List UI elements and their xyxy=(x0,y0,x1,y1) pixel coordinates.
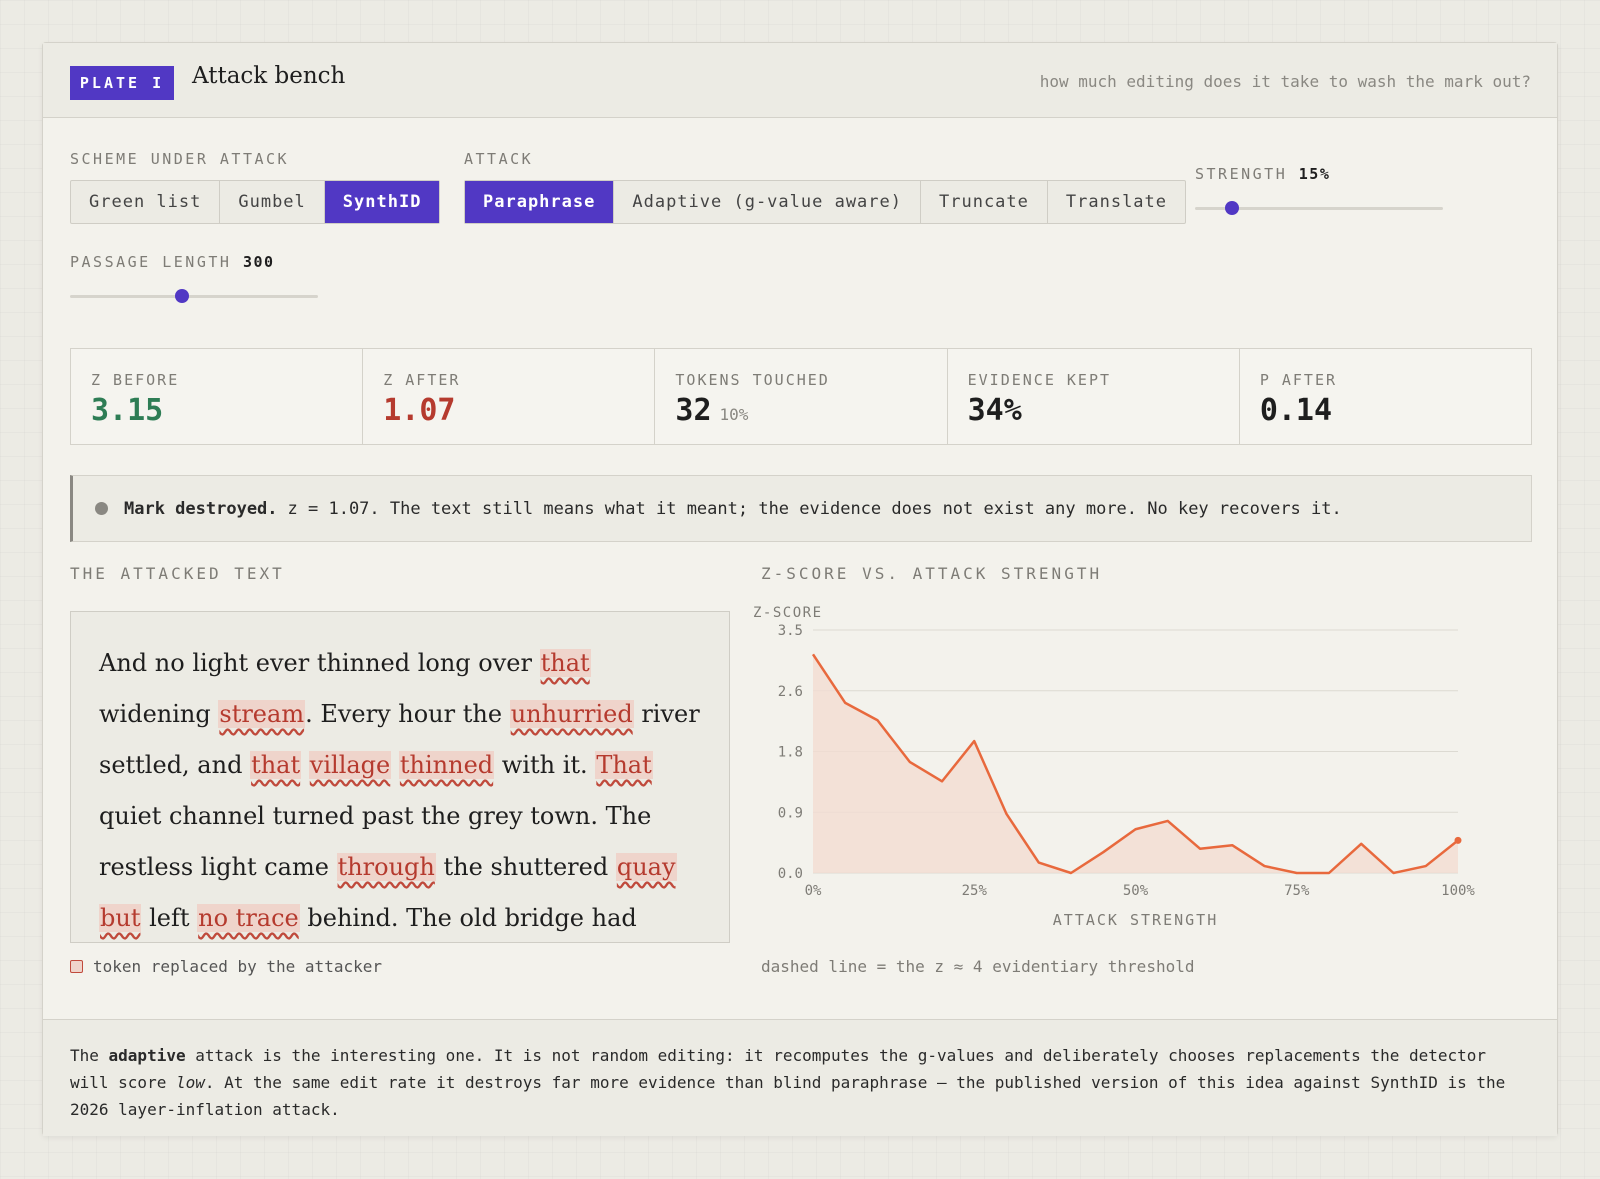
footer-note: The adaptive attack is the interesting o… xyxy=(43,1019,1557,1136)
replaced-token: through xyxy=(336,853,436,881)
text-run xyxy=(391,751,399,779)
replaced-token: that xyxy=(539,649,591,677)
scheme-option-green-list[interactable]: Green list xyxy=(71,181,221,223)
scheme-label: SCHEME UNDER ATTACK xyxy=(70,150,290,168)
stat-z-after: Z AFTER 1.07 xyxy=(363,349,656,444)
footer-italic: low xyxy=(175,1073,205,1092)
page-title: Attack bench xyxy=(192,63,346,89)
replaced-token: thinned xyxy=(398,751,495,779)
replaced-token: stream xyxy=(218,700,306,728)
data-point xyxy=(1454,836,1462,844)
stat-p-after: P AFTER 0.14 xyxy=(1240,349,1531,444)
attack-option-translate[interactable]: Translate xyxy=(1065,192,1168,212)
x-tick-label: 75% xyxy=(1284,883,1310,899)
y-tick-label: 3.5 xyxy=(778,623,803,639)
page-subtitle: how much editing does it take to wash th… xyxy=(1039,72,1531,91)
plate-header: PLATE I Attack bench how much editing do… xyxy=(43,43,1557,118)
stat-value: 0.14 xyxy=(1259,393,1333,428)
text-run: widening xyxy=(99,700,219,728)
y-tick-label: 0.9 xyxy=(778,805,803,821)
x-tick-label: 25% xyxy=(962,883,988,899)
stat-evidence-kept: EVIDENCE KEPT 34% xyxy=(948,349,1240,444)
stat-tokens-touched: TOKENS TOUCHED 32 10% xyxy=(655,349,948,444)
replaced-token: village xyxy=(308,751,392,779)
footer-text-1: The xyxy=(70,1046,109,1065)
attack-label: ATTACK xyxy=(464,150,534,168)
text-run: the shuttered xyxy=(435,853,616,881)
stat-value: 3.15 xyxy=(91,393,164,428)
replaced-token: unhurried xyxy=(509,700,634,728)
stat-label: Z BEFORE xyxy=(91,371,180,389)
text-run: . Every hour the xyxy=(305,700,510,728)
y-axis-label: Z-SCORE xyxy=(753,605,823,621)
text-run: river settled, and xyxy=(99,700,700,779)
text-legend: token replaced by the attacker xyxy=(70,957,382,976)
text-run xyxy=(301,751,309,779)
stat-value: 34% xyxy=(967,393,1022,428)
status-dot-icon xyxy=(95,502,108,515)
replaced-token: That xyxy=(595,751,653,779)
strength-slider-track[interactable] xyxy=(1195,207,1443,210)
attack-selector: Paraphrase Adaptive (g-value aware) Trunca… xyxy=(464,180,1187,224)
status-banner: Mark destroyed. z = 1.07. The text still… xyxy=(70,475,1532,542)
replaced-token: but xyxy=(99,904,142,932)
x-tick-label: 0% xyxy=(805,883,822,899)
stat-label: TOKENS TOUCHED xyxy=(675,371,830,389)
series-line xyxy=(811,653,1459,875)
footer-bold: adaptive xyxy=(108,1046,186,1065)
attack-option-paraphrase[interactable]: Paraphrase xyxy=(465,181,615,223)
passage-slider-thumb[interactable] xyxy=(174,289,189,303)
footer-text-2: attack is the interesting one. It is not… xyxy=(70,1046,1487,1092)
attack-option-adaptive-g-value-aware[interactable]: Adaptive (g-value aware) xyxy=(614,181,921,223)
text-run: behind. The old bridge had learned to li… xyxy=(307,904,637,932)
y-tick-label: 0.0 xyxy=(778,866,803,882)
status-text: z = 1.07. The text still means what it m… xyxy=(287,498,1342,519)
text-run: with it. xyxy=(494,751,596,779)
replaced-token: that xyxy=(250,751,302,779)
scheme-selector: Green list Gumbel SynthID xyxy=(70,180,441,224)
strength-value: 15% xyxy=(1298,165,1331,183)
replaced-swatch-icon xyxy=(70,960,83,973)
y-tick-label: 1.8 xyxy=(778,745,803,761)
plate-panel: PLATE I Attack bench how much editing do… xyxy=(42,42,1558,1136)
plate-badge: PLATE I xyxy=(70,66,174,100)
stat-sub: 10% xyxy=(719,405,749,424)
stat-label: P AFTER xyxy=(1259,371,1338,389)
x-axis-label: ATTACK STRENGTH xyxy=(1053,911,1218,929)
x-tick-label: 100% xyxy=(1441,883,1475,899)
strength-label: STRENGTH 15% xyxy=(1195,165,1330,183)
stat-value: 32 10% xyxy=(675,393,749,428)
strength-label-text: STRENGTH xyxy=(1195,165,1288,183)
strength-slider-thumb[interactable] xyxy=(1225,201,1240,215)
legend-text: token replaced by the attacker xyxy=(93,957,382,976)
y-tick-label: 2.6 xyxy=(778,684,803,700)
chart-section-label: Z-SCORE VS. ATTACK STRENGTH xyxy=(761,564,1103,583)
replaced-token: quay xyxy=(615,853,677,881)
scheme-option-synthid[interactable]: SynthID xyxy=(324,181,440,223)
replaced-token: no trace xyxy=(197,904,300,932)
stat-label: EVIDENCE KEPT xyxy=(967,371,1112,389)
text-run: left xyxy=(141,904,198,932)
text-run: And no light ever thinned long over xyxy=(99,649,540,677)
x-tick-label: 50% xyxy=(1123,883,1149,899)
stat-label: Z AFTER xyxy=(383,371,461,389)
text-run: quiet channel turned past the grey town.… xyxy=(99,802,652,881)
attack-option-truncate[interactable]: Truncate xyxy=(921,181,1048,223)
stat-value: 1.07 xyxy=(383,393,456,428)
passage-slider-track[interactable] xyxy=(70,295,318,298)
passage-label-text: PASSAGE LENGTH xyxy=(70,253,232,271)
zscore-chart: Z-SCORE 0.0 0.9 1.8 2.6 3.5 0% 25% 50% 75% 100% ATT… xyxy=(753,605,1475,929)
scheme-option-gumbel[interactable]: Gumbel xyxy=(220,181,325,223)
text-section-label: THE ATTACKED TEXT xyxy=(70,564,285,583)
passage-value: 300 xyxy=(242,253,275,271)
chart-note: dashed line = the z ≈ 4 evidentiary thre… xyxy=(761,957,1195,976)
status-strong: Mark destroyed. xyxy=(124,498,278,519)
stat-z-before: Z BEFORE 3.15 xyxy=(71,349,364,444)
attacked-text-box: And no light ever thinned long over that… xyxy=(70,611,730,943)
passage-label: PASSAGE LENGTH 300 xyxy=(70,253,275,271)
stats-row: Z BEFORE 3.15 Z AFTER 1.07 TOKENS TOUCHED 32 1… xyxy=(70,348,1532,445)
footer-text-3: . At the same edit rate it destroys far … xyxy=(70,1073,1506,1119)
series-area xyxy=(813,654,1458,873)
